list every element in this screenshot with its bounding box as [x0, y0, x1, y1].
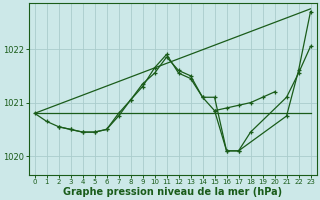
- X-axis label: Graphe pression niveau de la mer (hPa): Graphe pression niveau de la mer (hPa): [63, 187, 282, 197]
